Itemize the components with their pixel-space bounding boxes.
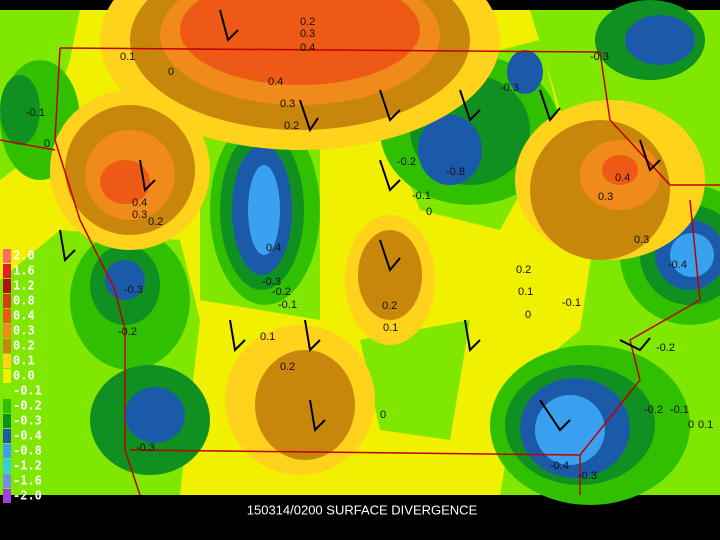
legend-label: -0.8 xyxy=(13,444,42,458)
legend-label: 0.0 xyxy=(13,369,35,383)
legend-swatch xyxy=(3,414,11,428)
contour-label: 0.4 xyxy=(266,242,281,254)
contour-label: -0.1 xyxy=(26,107,45,119)
contour-label: -0.3 xyxy=(590,51,609,63)
legend-swatch xyxy=(3,444,11,458)
legend-swatch xyxy=(3,264,11,278)
contour-label: 0.4 xyxy=(268,76,283,88)
legend-swatch xyxy=(3,429,11,443)
legend-swatch xyxy=(3,309,11,323)
map xyxy=(0,0,720,505)
contour-label: -0.8 xyxy=(446,166,465,178)
legend-swatch xyxy=(3,324,11,338)
contour-label: 0.2 xyxy=(280,361,295,373)
contour-label: -0.2 xyxy=(272,286,291,298)
legend-swatch xyxy=(3,399,11,413)
caption: 150314/0200 SURFACE DIVERGENCE xyxy=(247,502,478,517)
legend-swatch xyxy=(3,459,11,473)
contour-label: -0.1 xyxy=(412,190,431,202)
contour-label: 0.2 xyxy=(516,264,531,276)
legend-swatch xyxy=(3,249,11,263)
contour-label: 0.4 xyxy=(615,172,630,184)
contour-label: 0 xyxy=(44,138,50,150)
contour-label: -0.2 xyxy=(644,404,663,416)
contour-label: 0.4 xyxy=(132,197,147,209)
contour-label: -0.1 xyxy=(670,404,689,416)
contour-label: -0.3 xyxy=(124,284,143,296)
legend-swatch xyxy=(3,279,11,293)
contour-label: 0 xyxy=(168,66,174,78)
legend-swatch xyxy=(3,369,11,383)
legend-label: 0.8 xyxy=(13,294,35,308)
contour-label: 0.3 xyxy=(634,234,649,246)
legend-label: -1.2 xyxy=(13,459,42,473)
legend-label: 0.1 xyxy=(13,354,35,368)
contour-label: 0 xyxy=(525,309,531,321)
legend-label: -1.6 xyxy=(13,474,42,488)
legend-label: 2.0 xyxy=(13,249,35,263)
contour-label: -0.4 xyxy=(550,460,569,472)
contour-label: 0 xyxy=(380,409,386,421)
legend-swatch xyxy=(3,474,11,488)
legend-label: 0.2 xyxy=(13,339,35,353)
contour-label: 0.2 xyxy=(148,216,163,228)
legend-swatch xyxy=(3,339,11,353)
contour-label: 0.1 xyxy=(260,331,275,343)
contour-label: 0.1 xyxy=(120,51,135,63)
contour-label: 0 xyxy=(426,206,432,218)
legend-label: 0.3 xyxy=(13,324,35,338)
contour-label: -0.2 xyxy=(118,326,137,338)
contour-label: 0.3 xyxy=(300,28,315,40)
contour-label: -0.1 xyxy=(278,299,297,311)
legend-label: -2.0 xyxy=(13,489,42,503)
contour-label: 0.1 xyxy=(383,322,398,334)
contour-label: -0.3 xyxy=(500,82,519,94)
contour-label: -0.3 xyxy=(262,276,281,288)
contour-label: -0.2 xyxy=(397,156,416,168)
contour-label: 0.4 xyxy=(300,42,315,54)
contour-label: 0 xyxy=(688,419,694,431)
legend-swatch xyxy=(3,294,11,308)
contour-label: -0.2 xyxy=(656,342,675,354)
legend-label: 1.2 xyxy=(13,279,35,293)
legend-swatch xyxy=(3,489,11,503)
contour-label: 0.2 xyxy=(300,16,315,28)
legend-label: -0.3 xyxy=(13,414,42,428)
legend-label: 1.6 xyxy=(13,264,35,278)
legend-label: -0.2 xyxy=(13,399,42,413)
contour-label: -0.3 xyxy=(578,470,597,482)
contour-label: 0.3 xyxy=(132,209,147,221)
legend-swatch xyxy=(3,354,11,368)
contour-label: 0.3 xyxy=(280,98,295,110)
contour-label: 0.2 xyxy=(284,120,299,132)
contour-label: -0.4 xyxy=(668,259,687,271)
legend-swatch xyxy=(3,384,11,398)
contour-labels: 0.20.30.40.10-0.3-0.30.40.30.2-0.10-0.2-… xyxy=(26,16,713,482)
contour-label: 0.1 xyxy=(518,286,533,298)
legend-label: -0.1 xyxy=(13,384,42,398)
contour-label: 0.3 xyxy=(598,191,613,203)
contour-label: -0.1 xyxy=(562,297,581,309)
legend: 2.01.61.20.80.40.30.20.10.0-0.1-0.2-0.3-… xyxy=(3,249,42,503)
contour-label: -0.3 xyxy=(136,442,155,454)
contour-label: 0.2 xyxy=(382,300,397,312)
legend-label: 0.4 xyxy=(13,309,35,323)
contour-label: 0.1 xyxy=(698,419,713,431)
legend-label: -0.4 xyxy=(13,429,42,443)
